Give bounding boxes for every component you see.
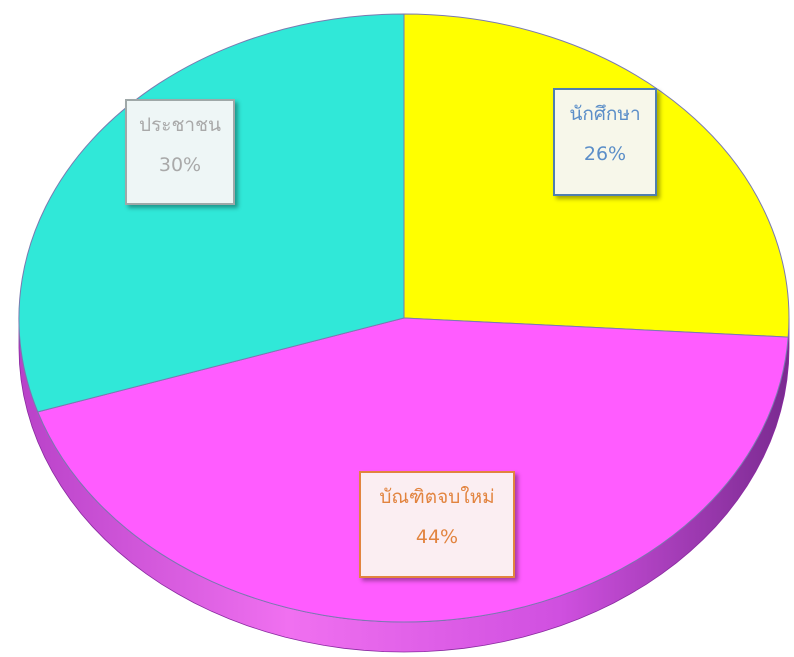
data-label-category: ประชาชน: [139, 114, 221, 136]
data-label-students: นักศึกษา 26%: [553, 88, 657, 196]
data-label-category: นักศึกษา: [569, 103, 641, 125]
data-label-new-graduates: บัณฑิตจบใหม่ 44%: [359, 471, 515, 578]
data-label-public: ประชาชน 30%: [125, 99, 235, 205]
data-label-percent: 30%: [158, 154, 202, 176]
data-label-category: บัณฑิตจบใหม่: [379, 486, 495, 508]
pie-slice-public: [18, 13, 405, 413]
data-label-percent: 26%: [583, 143, 627, 165]
pie-slice-new-graduates: [37, 317, 789, 623]
data-label-percent: 44%: [415, 526, 459, 548]
